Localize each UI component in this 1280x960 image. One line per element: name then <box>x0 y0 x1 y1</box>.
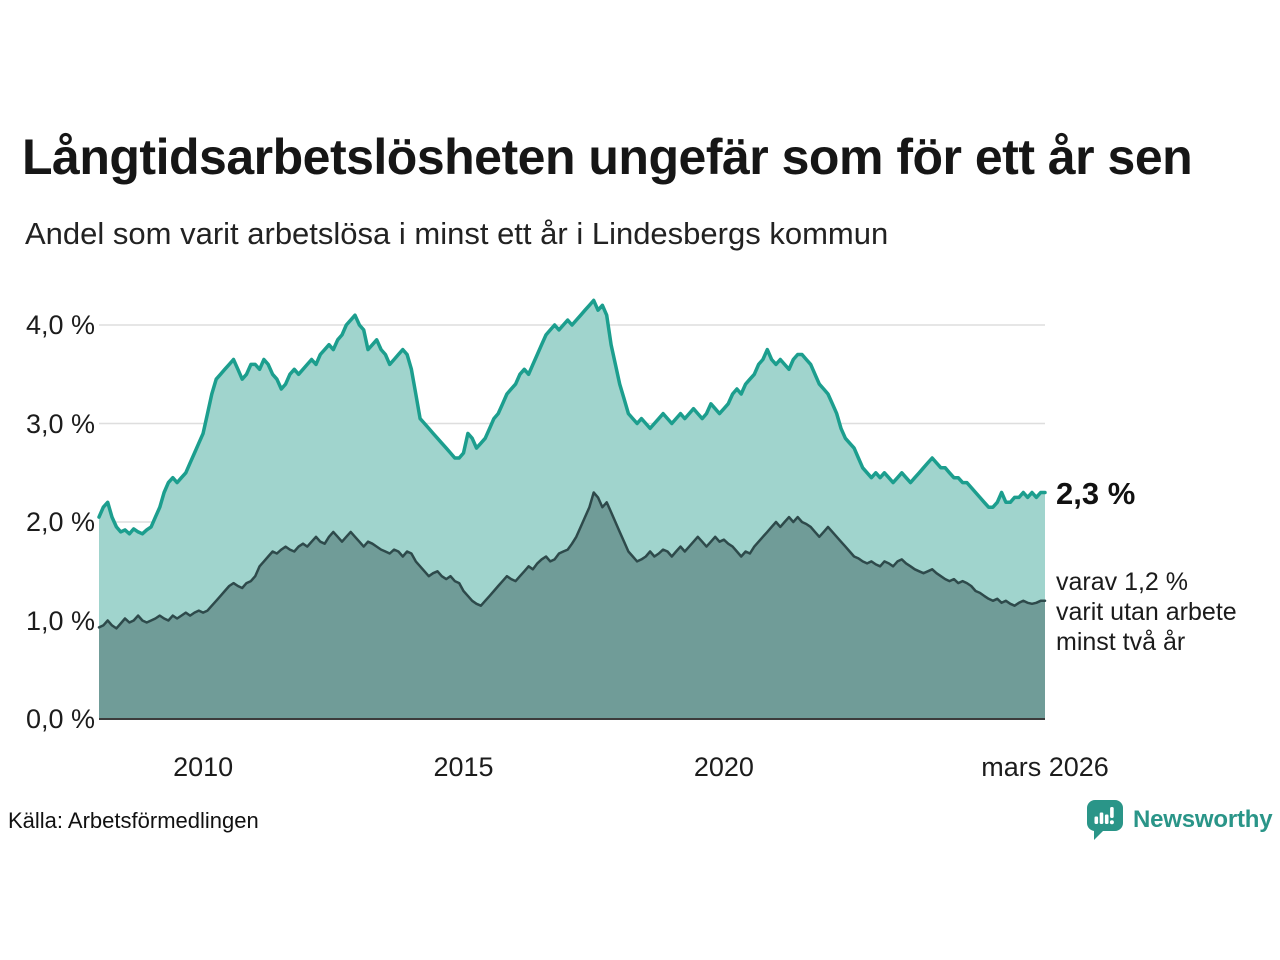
x-tick-label: mars 2026 <box>981 752 1109 782</box>
newsworthy-wordmark: Newsworthy <box>1133 806 1273 833</box>
x-tick-label: 2020 <box>693 752 754 782</box>
secondary-series-note: varav 1,2 % varit utan arbete minst två år <box>1056 567 1237 657</box>
line-series-1 <box>97 491 1047 630</box>
newsworthy-logo: Newsworthy <box>1086 799 1273 841</box>
page-title: Långtidsarbetslösheten ungefär som för e… <box>22 129 1193 185</box>
y-tick-label: 3,0 % <box>25 408 95 439</box>
note-line: varav 1,2 % <box>1056 568 1189 596</box>
y-tick-label: 1,0 % <box>25 605 95 636</box>
latest-value-label: 2,3 % <box>1056 476 1136 511</box>
page-subtitle: Andel som varit arbetslösa i minst ett å… <box>25 216 889 251</box>
x-tick-label: 2010 <box>173 752 234 782</box>
y-tick-label: 4,0 % <box>25 310 95 340</box>
line-series-0 <box>97 298 1047 536</box>
newsworthy-speech-bubble-bar-chart-icon <box>1086 799 1124 841</box>
note-line: varit utan arbete <box>1056 598 1237 626</box>
y-tick-label: 2,0 % <box>25 507 95 537</box>
area-fill-series-1 <box>99 492 1045 719</box>
note-line: minst två år <box>1056 628 1186 656</box>
y-tick-label: 0,0 % <box>25 704 95 734</box>
source-credit: Källa: Arbetsförmedlingen <box>8 808 259 833</box>
x-tick-label: 2015 <box>433 752 494 782</box>
